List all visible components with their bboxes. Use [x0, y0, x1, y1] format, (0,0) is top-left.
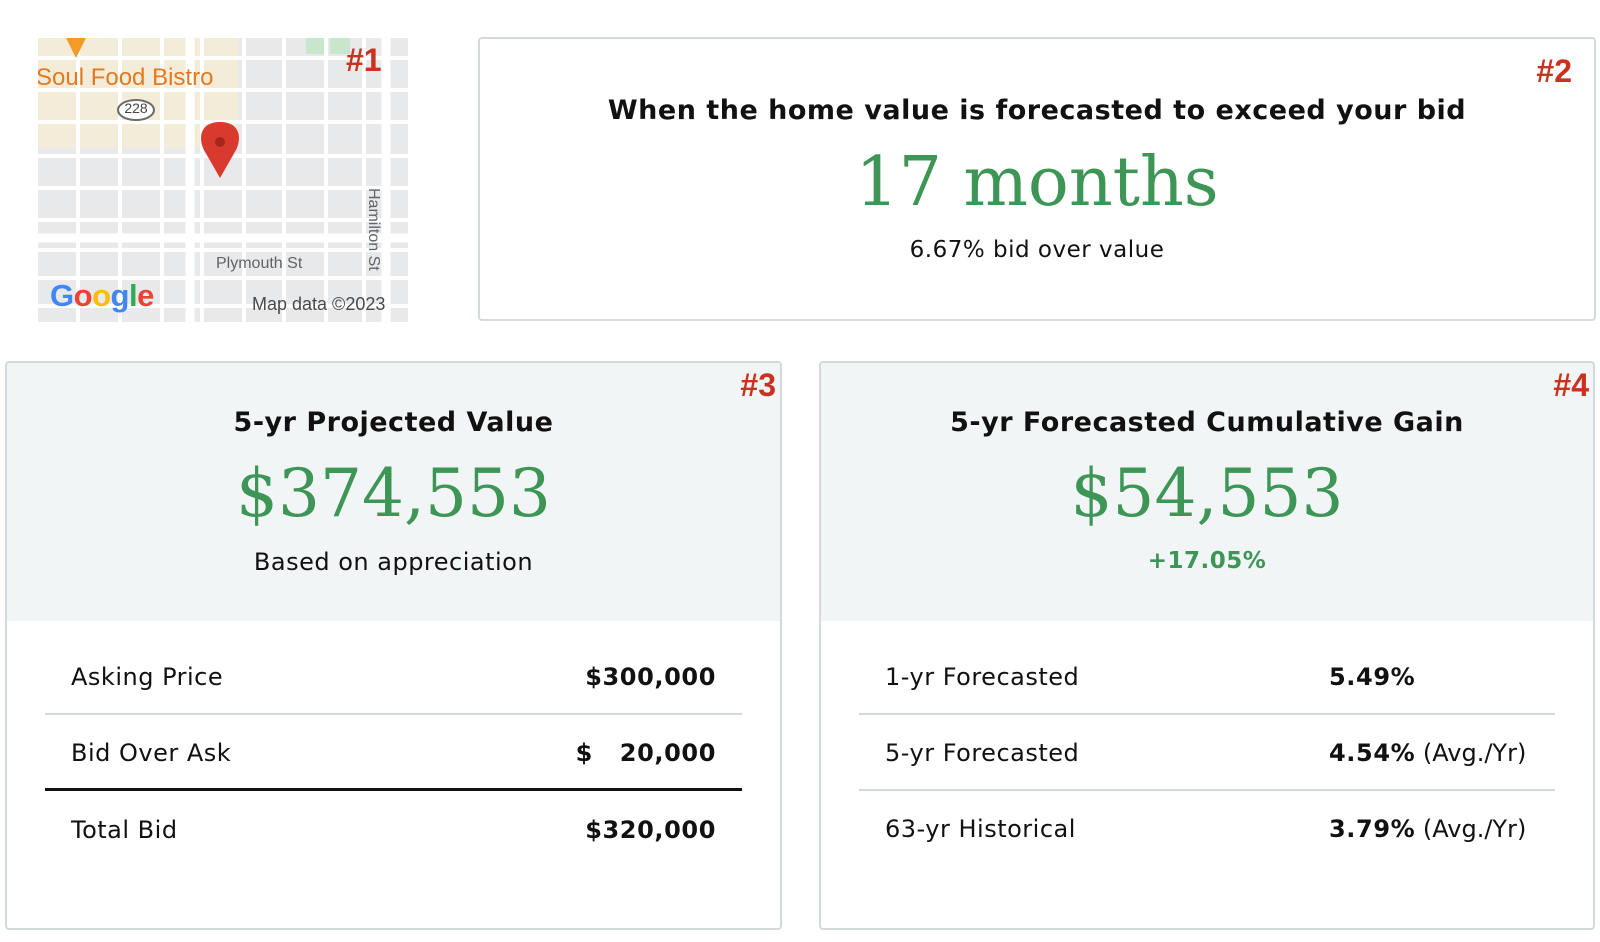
table-row: 63-yr Historical 3.79% (Avg./Yr) [859, 791, 1555, 867]
marker-3: #3 [740, 367, 776, 403]
projected-summary: 5-yr Projected Value $374,553 Based on a… [7, 363, 780, 621]
row-label: Asking Price [71, 663, 224, 691]
row-label: 63-yr Historical [885, 815, 1076, 843]
gain-summary: 5-yr Forecasted Cumulative Gain $54,553 … [821, 363, 1593, 621]
table-row: Asking Price $300,000 [45, 639, 742, 715]
forecast-subtext: 6.67% bid over value [909, 237, 1165, 263]
street-label-hamilton: Hamilton St [365, 188, 382, 271]
row-label: 1-yr Forecasted [885, 663, 1080, 691]
projected-title: 5-yr Projected Value [233, 407, 554, 438]
marker-2: #2 [1536, 53, 1572, 89]
map-streets [38, 38, 408, 322]
marker-1: #1 [346, 42, 382, 78]
row-label: 5-yr Forecasted [885, 739, 1080, 767]
gain-title: 5-yr Forecasted Cumulative Gain [950, 407, 1464, 438]
projected-value-card: 5-yr Projected Value $374,553 Based on a… [5, 361, 782, 930]
gain-value: $54,553 [1070, 455, 1344, 532]
projected-value: $374,553 [236, 455, 551, 532]
marker-4: #4 [1553, 367, 1589, 403]
forecast-headline: When the home value is forecasted to exc… [607, 95, 1467, 126]
row-rate: 3.79% (Avg./Yr) [1329, 815, 1527, 843]
google-logo: Google [50, 278, 154, 313]
forecast-value: 17 months [855, 143, 1219, 222]
table-row: 5-yr Forecasted 4.54% (Avg./Yr) [859, 715, 1555, 791]
row-label: Total Bid [71, 816, 178, 844]
table-row: Bid Over Ask $ 20,000 [45, 715, 742, 791]
row-amount: $320,000 [585, 816, 716, 844]
row-amount: $ 20,000 [575, 739, 716, 767]
route-shield: 228 [124, 100, 148, 116]
location-map[interactable]: Soul Food Bistro 228 Plymouth St Hamilto… [38, 38, 408, 322]
street-label-plymouth: Plymouth St [216, 255, 303, 272]
row-rate: 4.54% (Avg./Yr) [1329, 739, 1527, 767]
row-amount: $300,000 [585, 663, 716, 691]
gain-percent: +17.05% [1147, 548, 1267, 574]
cumulative-gain-card: 5-yr Forecasted Cumulative Gain $54,553 … [819, 361, 1595, 930]
table-row: Total Bid $320,000 [45, 792, 742, 868]
projected-subtext: Based on appreciation [253, 548, 534, 576]
poi-label[interactable]: Soul Food Bistro [38, 64, 214, 91]
row-rate: 5.49% [1329, 663, 1416, 691]
row-label: Bid Over Ask [71, 739, 232, 767]
table-row: 1-yr Forecasted 5.49% [859, 639, 1555, 715]
map-attribution[interactable]: Map data ©2023 [252, 294, 386, 314]
forecast-card: #2 When the home value is forecasted to … [478, 37, 1596, 321]
